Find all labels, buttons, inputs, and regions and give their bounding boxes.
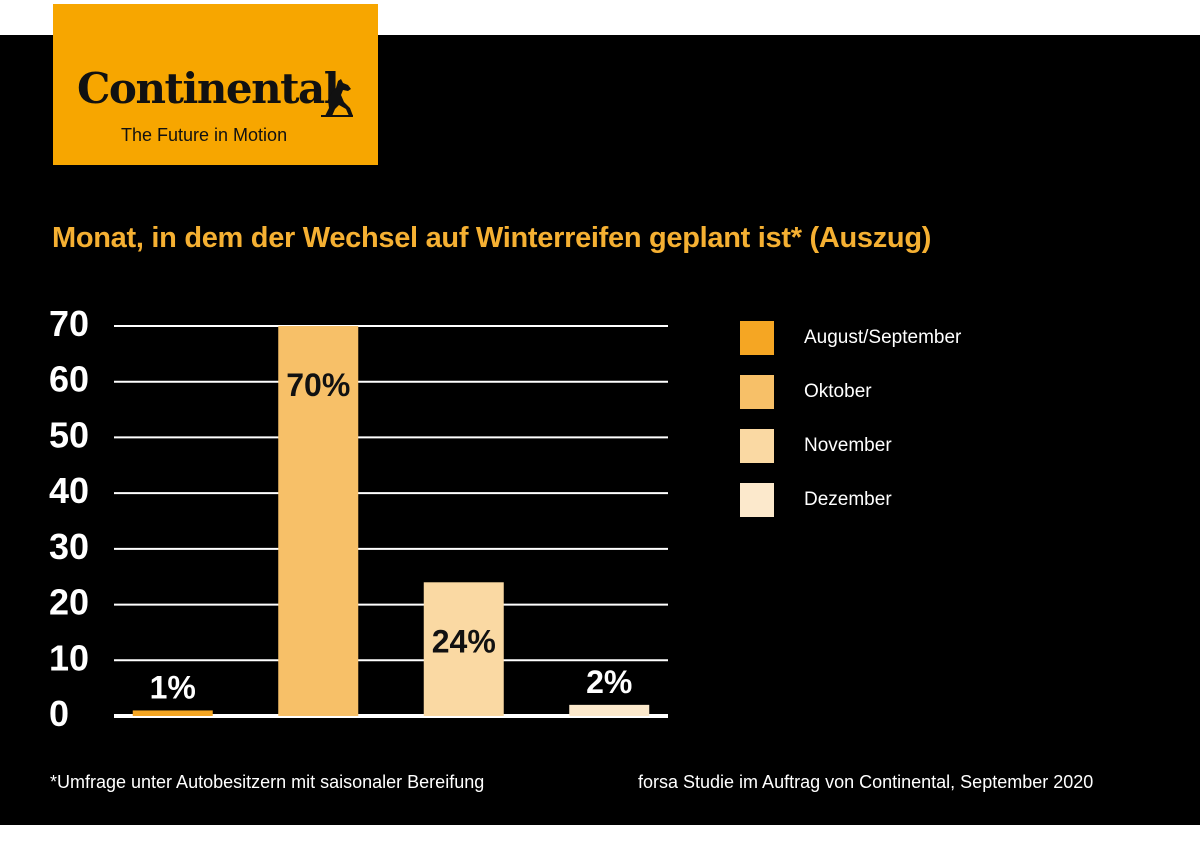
brand-name: Continental xyxy=(77,64,340,113)
bar-dezember xyxy=(569,704,650,716)
legend-swatch xyxy=(740,483,774,517)
legend-swatch xyxy=(740,321,774,355)
horse-icon xyxy=(321,79,353,117)
legend-label: August/September xyxy=(804,327,962,348)
legend-label: Dezember xyxy=(804,489,892,510)
chart-panel xyxy=(0,35,1200,825)
brand-tagline: The Future in Motion xyxy=(121,125,288,145)
y-tick-label: 20 xyxy=(49,582,89,623)
chart-title: Monat, in dem der Wechsel auf Winterreif… xyxy=(52,222,932,254)
continental-logo: Continental The Future in Motion xyxy=(53,4,378,165)
y-tick-label: 30 xyxy=(49,526,89,567)
bar-data-label: 2% xyxy=(586,664,632,700)
y-tick-label: 0 xyxy=(49,693,69,734)
legend-swatch xyxy=(740,375,774,409)
bar-oktober xyxy=(278,326,359,716)
y-tick-label: 10 xyxy=(49,637,89,678)
footnote-source: forsa Studie im Auftrag von Continental,… xyxy=(638,772,1094,792)
y-tick-label: 70 xyxy=(49,303,89,344)
y-tick-label: 60 xyxy=(49,359,89,400)
legend-swatch xyxy=(740,429,774,463)
bar-november xyxy=(423,582,504,716)
legend-label: November xyxy=(804,435,892,456)
legend-label: Oktober xyxy=(804,381,872,402)
footnote-survey: *Umfrage unter Autobesitzern mit saisona… xyxy=(50,772,485,792)
bar-data-label: 70% xyxy=(286,367,350,403)
y-tick-label: 40 xyxy=(49,470,89,511)
bar-august-september xyxy=(132,710,213,716)
y-tick-label: 50 xyxy=(49,414,89,455)
bar-data-label: 24% xyxy=(432,623,496,659)
bar-data-label: 1% xyxy=(150,669,196,705)
